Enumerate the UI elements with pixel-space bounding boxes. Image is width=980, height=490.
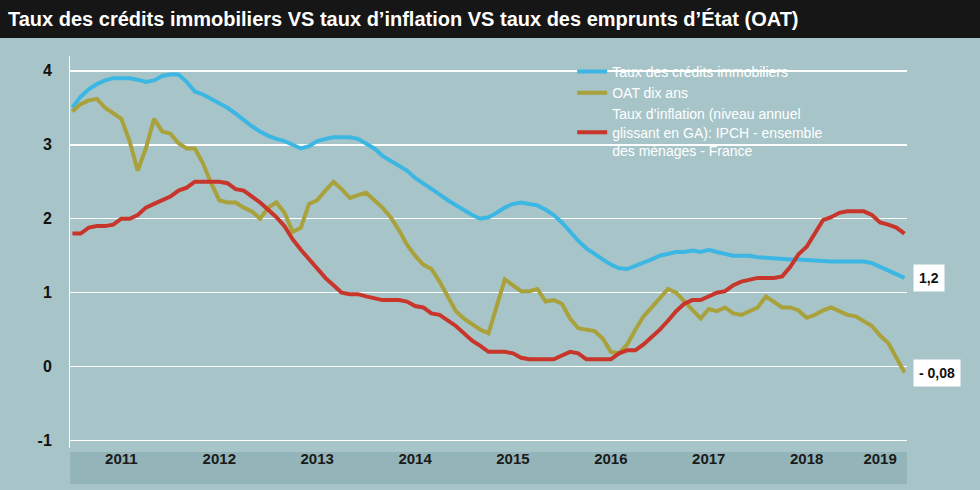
svg-text:Taux des crédits immobiliers: Taux des crédits immobiliers	[612, 64, 788, 80]
svg-text:OAT dix ans: OAT dix ans	[612, 85, 688, 101]
svg-text:2019: 2019	[863, 450, 896, 467]
svg-text:1: 1	[43, 284, 52, 301]
html-text:Taux des crédits immobiliers V: Taux des crédits immobiliers VS taux d’i…	[8, 8, 799, 30]
svg-text:2018: 2018	[790, 450, 823, 467]
svg-text:2014: 2014	[398, 450, 432, 467]
svg-text:1,2: 1,2	[919, 270, 939, 286]
svg-text:- 0,08: - 0,08	[919, 365, 955, 381]
svg-text:2016: 2016	[594, 450, 627, 467]
svg-text:-1: -1	[38, 432, 52, 449]
svg-text:2012: 2012	[203, 450, 236, 467]
svg-text:2011: 2011	[105, 450, 138, 467]
svg-text:3: 3	[43, 136, 52, 153]
svg-text:Taux d’inflation (niveau annue: Taux d’inflation (niveau annuelglissant …	[612, 106, 822, 158]
svg-text:2015: 2015	[496, 450, 529, 467]
svg-text:0: 0	[43, 358, 52, 375]
svg-text:2013: 2013	[300, 450, 333, 467]
svg-text:2017: 2017	[692, 450, 725, 467]
svg-text:2: 2	[43, 210, 52, 227]
svg-text:4: 4	[43, 62, 52, 79]
